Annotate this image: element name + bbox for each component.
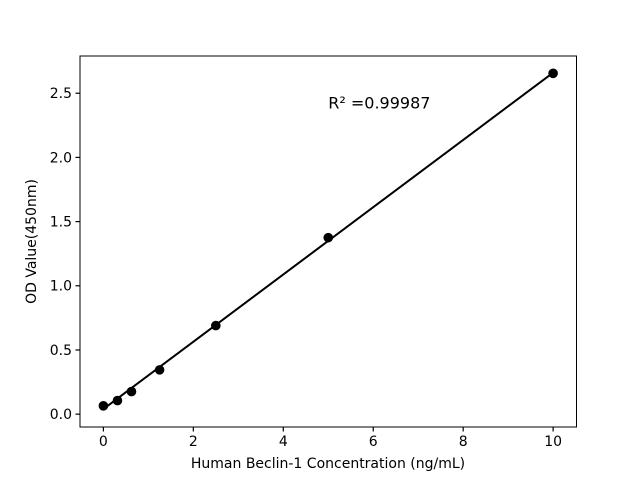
x-axis: 0 2 4 6 8 10	[99, 427, 562, 450]
x-tick-label: 8	[459, 434, 468, 450]
x-axis-label: Human Beclin-1 Concentration (ng/mL)	[191, 456, 465, 472]
y-tick-label: 1.0	[50, 279, 72, 295]
y-axis-label: OD Value(450nm)	[24, 179, 40, 304]
y-tick-label: 0.0	[50, 407, 72, 423]
x-tick-label: 6	[369, 434, 378, 450]
y-axis: 0.0 0.5 1.0 1.5 2.0 2.5	[50, 86, 80, 423]
x-tick-label: 10	[544, 434, 562, 450]
data-point	[126, 386, 137, 397]
y-tick-label: 2.5	[50, 86, 72, 102]
x-tick-label: 2	[189, 434, 198, 450]
data-series	[98, 68, 558, 411]
y-tick-label: 1.5	[50, 215, 72, 231]
plot-area-border	[79, 55, 577, 428]
data-point	[548, 68, 558, 79]
data-point	[154, 365, 165, 375]
data-point	[98, 401, 109, 411]
x-tick-label: 0	[99, 434, 108, 450]
r-squared-annotation: R² =0.99987	[328, 94, 430, 113]
y-tick-label: 0.5	[50, 343, 72, 359]
data-point	[112, 395, 123, 406]
x-tick-label: 4	[279, 434, 288, 450]
data-point	[323, 232, 334, 243]
data-point	[211, 320, 221, 331]
y-tick-label: 2.0	[50, 150, 72, 166]
